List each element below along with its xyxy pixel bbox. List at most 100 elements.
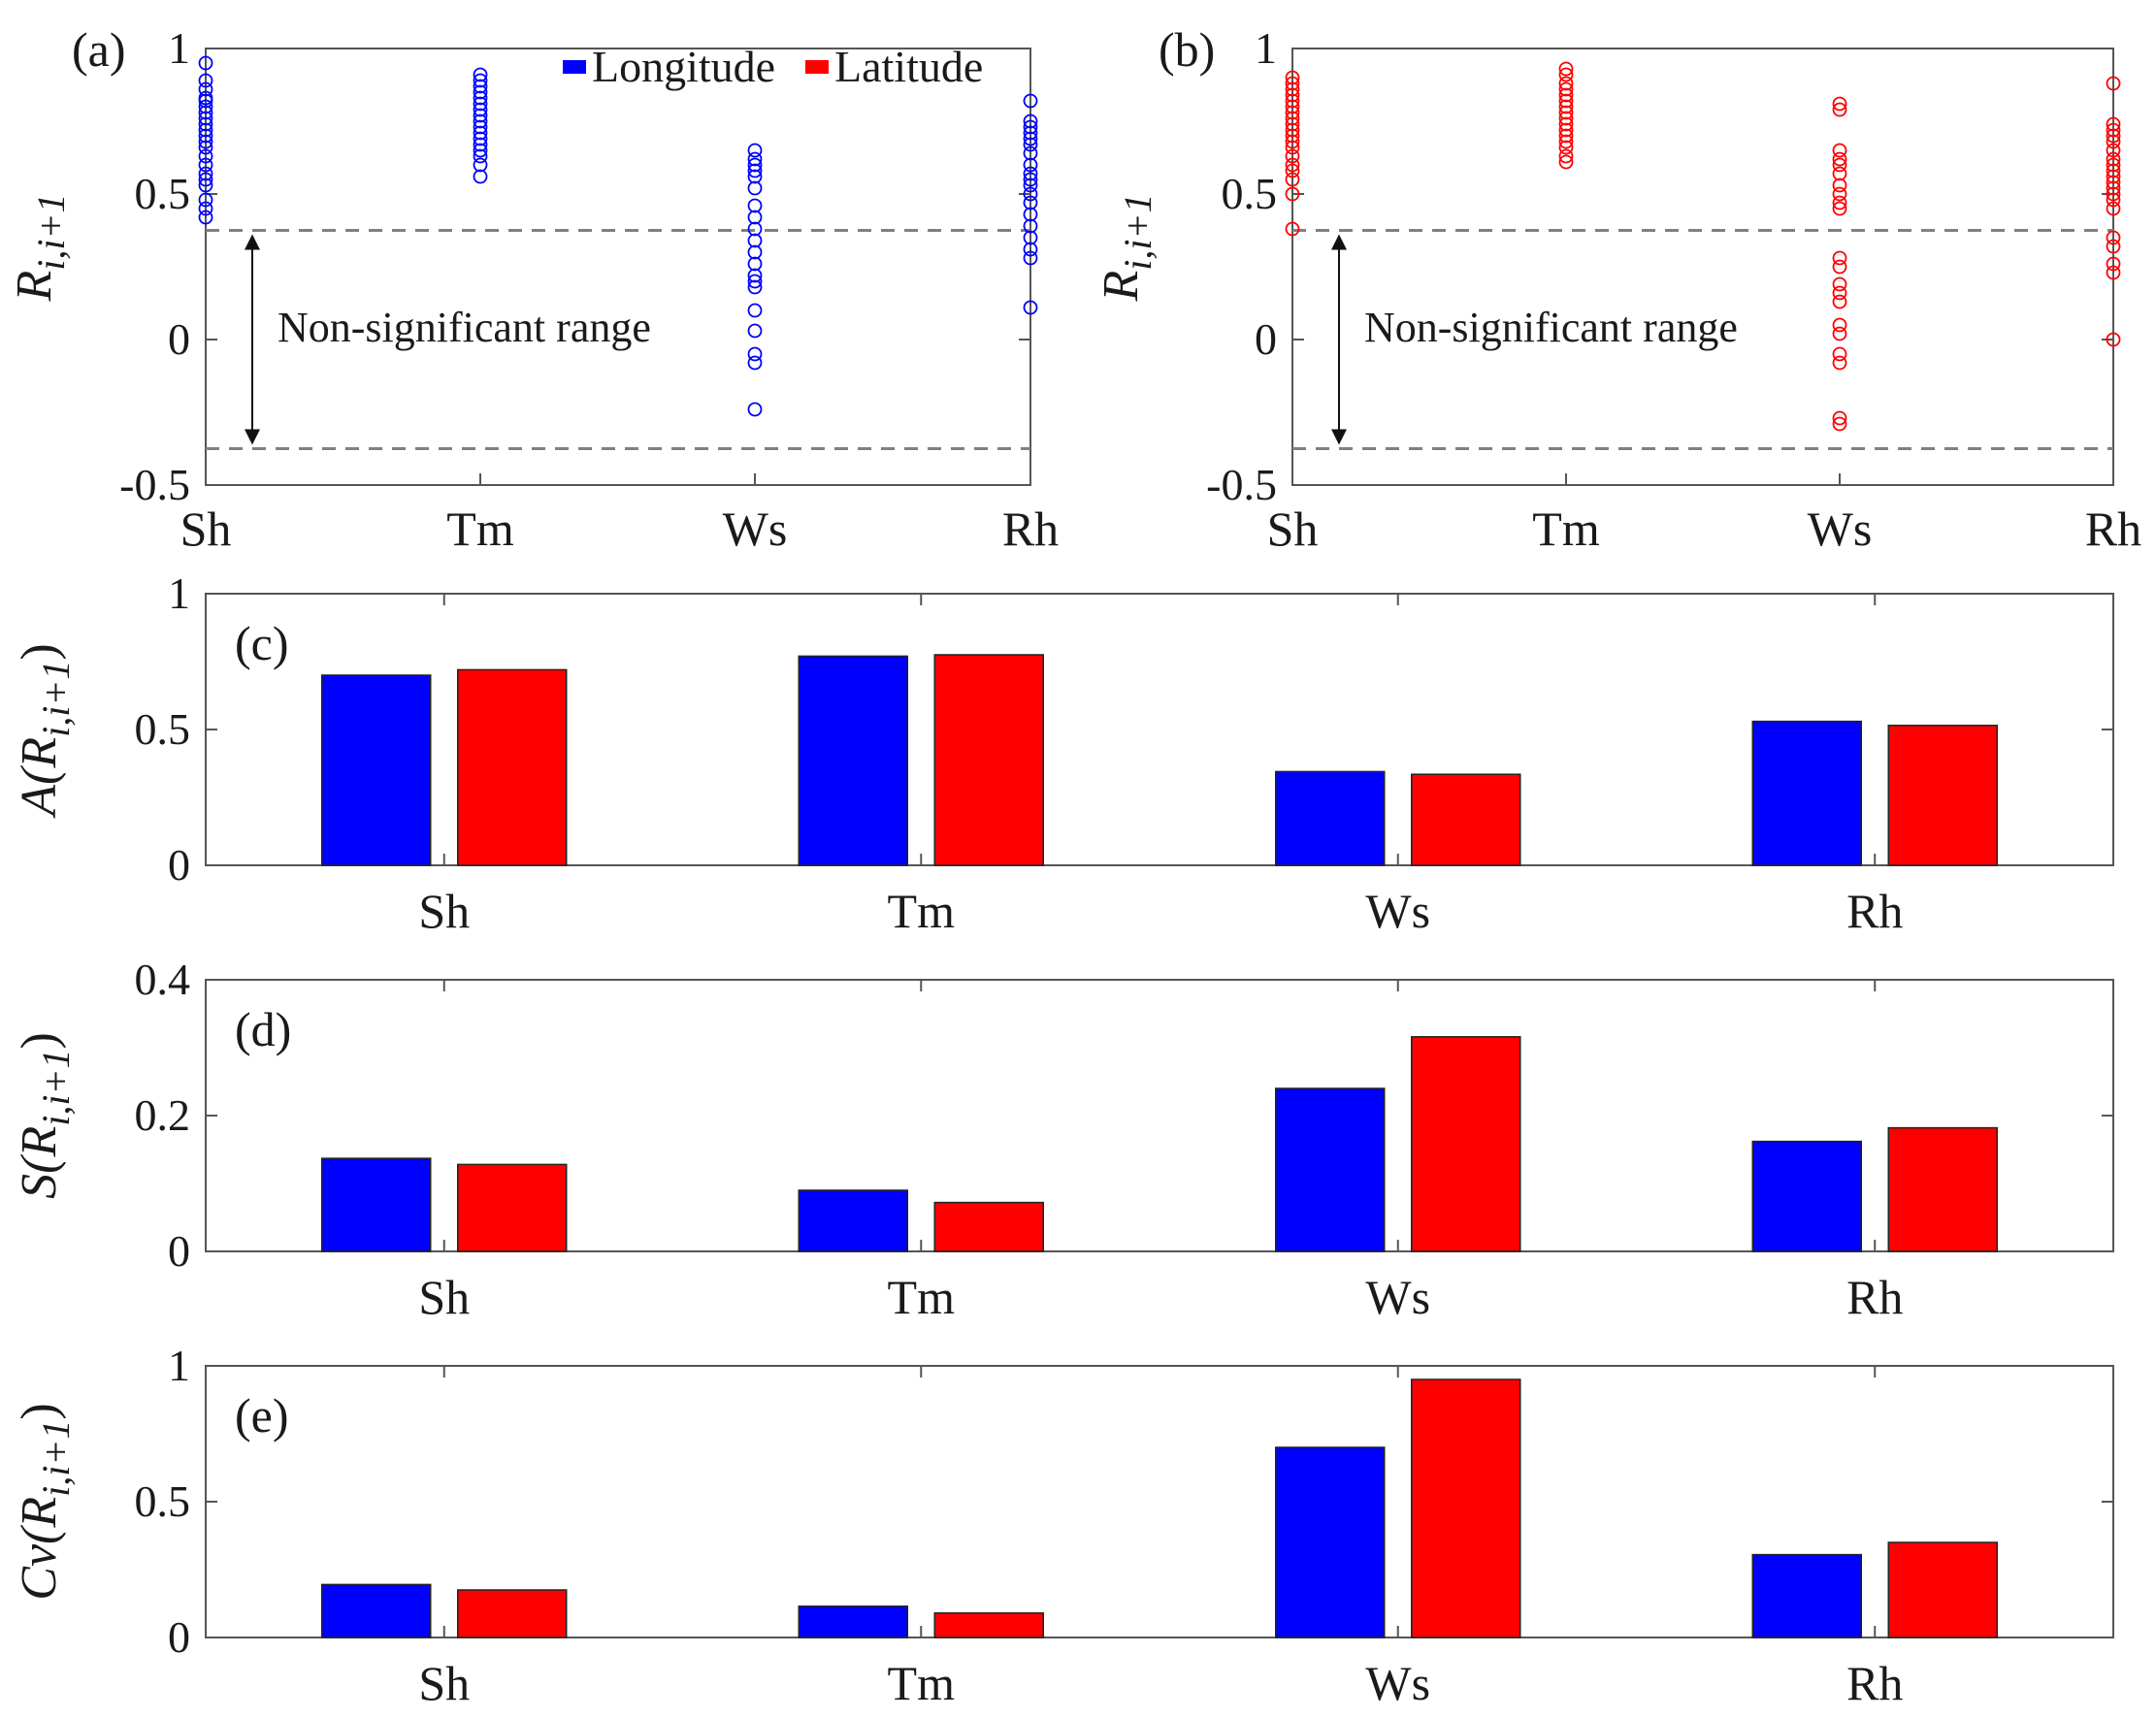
data-point-latitude-rh (2106, 192, 2121, 208)
bar-latitude-sh (457, 1589, 568, 1638)
data-point-latitude-rh (2106, 180, 2121, 196)
data-point-latitude-tm (1558, 122, 1574, 138)
data-point-latitude-sh (1285, 128, 1300, 144)
bar-latitude-tm (933, 1612, 1044, 1638)
data-point-longitude-rh (1023, 157, 1038, 173)
data-point-longitude-ws (747, 169, 763, 184)
data-point-latitude-tm (1558, 154, 1574, 170)
xtick-label-rh: Rh (1846, 1656, 1903, 1710)
data-point-latitude-sh (1285, 105, 1300, 120)
ytick-label: -0.5 (119, 460, 190, 509)
data-point-latitude-tm (1558, 76, 1574, 91)
ylabel-subscript: i,i+1 (1116, 194, 1160, 271)
data-point-latitude-tm (1558, 87, 1574, 103)
ytick-label: 0.4 (135, 955, 191, 1004)
bar-panel-e: 0 0.5 1 Sh Tm Ws Rh (e) Cv(Ri,i+1) (12, 1341, 2114, 1710)
data-point-longitude-sh (198, 148, 213, 164)
data-point-latitude-ws (1832, 410, 1847, 426)
data-point-latitude-sh (1285, 70, 1300, 85)
ylabel-subscript: i,i+1 (29, 194, 73, 271)
non-significant-range-label: Non-significant range (278, 304, 651, 351)
data-point-longitude-ws (747, 303, 763, 318)
xtick-label-tm: Tm (888, 884, 956, 938)
data-point-latitude-sh (1285, 186, 1300, 202)
data-point-longitude-tm (473, 102, 488, 117)
data-point-longitude-sh (198, 172, 213, 187)
ylabel-subscript: i,i+1 (34, 1050, 78, 1126)
data-point-longitude-ws (747, 274, 763, 289)
data-point-longitude-sh (198, 99, 213, 114)
data-point-longitude-sh (198, 116, 213, 132)
data-point-latitude-ws (1832, 294, 1847, 309)
data-point-longitude-tm (473, 96, 488, 112)
data-point-longitude-sh (198, 201, 213, 216)
data-point-longitude-tm (473, 79, 488, 94)
data-point-latitude-ws (1832, 326, 1847, 341)
scatter-panel-a: -0.5 0 0.5 1 Sh Tm Ws Rh Non-significant range (a… (7, 22, 1059, 556)
ytick-label: 1 (168, 1341, 190, 1390)
plot-frame-b (1291, 48, 2114, 486)
range-arrow-head-down (245, 429, 260, 445)
data-point-longitude-sh (198, 192, 213, 208)
data-point-latitude-rh (2106, 151, 2121, 167)
data-point-latitude-sh (1285, 148, 1300, 164)
data-point-latitude-ws (1832, 195, 1847, 211)
data-point-latitude-rh (2106, 256, 2121, 272)
data-point-latitude-rh (2106, 186, 2121, 202)
data-point-latitude-ws (1832, 151, 1847, 167)
data-point-latitude-tm (1558, 140, 1574, 155)
data-point-longitude-rh (1023, 218, 1038, 234)
data-point-latitude-ws (1832, 178, 1847, 193)
bar-longitude-sh (321, 1583, 432, 1638)
data-point-longitude-rh (1023, 113, 1038, 129)
legend-label-latitude: Latitude (834, 42, 983, 91)
data-point-longitude-sh (198, 105, 213, 120)
data-point-longitude-rh (1023, 186, 1038, 202)
data-point-longitude-tm (473, 157, 488, 173)
data-point-latitude-ws (1832, 166, 1847, 181)
non-significant-range-label: Non-significant range (1364, 304, 1738, 351)
bar-panel-c: 0 0.5 1 Sh Tm Ws Rh (c) A(Ri,i+1) (12, 568, 2114, 938)
bar-longitude-rh (1751, 1553, 1862, 1638)
data-point-longitude-tm (473, 131, 488, 146)
ylabel-subscript: i,i+1 (34, 1420, 78, 1497)
data-point-longitude-ws (747, 163, 763, 178)
xtick-label-tm: Tm (888, 1656, 956, 1710)
data-point-longitude-tm (473, 67, 488, 82)
bar-longitude-ws (1275, 1446, 1386, 1638)
data-point-longitude-rh (1023, 137, 1038, 152)
data-point-latitude-tm (1558, 93, 1574, 109)
ytick-label: 0 (168, 1612, 190, 1662)
data-point-longitude-sh (198, 128, 213, 144)
bar-longitude-ws (1275, 770, 1386, 866)
data-point-longitude-tm (473, 108, 488, 123)
ylabel-main: R (12, 1126, 67, 1158)
bar-latitude-rh (1887, 1541, 1998, 1638)
data-point-latitude-tm (1558, 61, 1574, 77)
data-point-latitude-sh (1285, 99, 1300, 114)
data-point-longitude-tm (473, 169, 488, 184)
ytick-label: 1 (168, 23, 190, 73)
data-point-longitude-rh (1023, 119, 1038, 135)
ylabel-prefix: S( (12, 1154, 67, 1199)
data-point-latitude-sh (1285, 116, 1300, 132)
ytick-label: 0 (168, 1226, 190, 1276)
data-point-latitude-sh (1285, 221, 1300, 237)
data-point-latitude-ws (1832, 250, 1847, 266)
data-point-latitude-sh (1285, 76, 1300, 91)
xtick-label-ws: Ws (1365, 1270, 1430, 1324)
ytick-label: 0.5 (135, 704, 191, 754)
data-point-longitude-sh (198, 93, 213, 109)
data-point-longitude-rh (1023, 230, 1038, 245)
bar-longitude-sh (321, 1157, 432, 1252)
data-point-latitude-rh (2106, 175, 2121, 190)
data-point-latitude-ws (1832, 102, 1847, 117)
data-point-latitude-sh (1285, 163, 1300, 178)
xtick-label-tm: Tm (446, 502, 514, 556)
range-arrow-head-down (1331, 429, 1347, 445)
data-point-longitude-tm (473, 148, 488, 164)
data-point-latitude-sh (1285, 93, 1300, 109)
data-point-longitude-tm (473, 125, 488, 141)
ytick-label: 0.5 (135, 1476, 191, 1526)
